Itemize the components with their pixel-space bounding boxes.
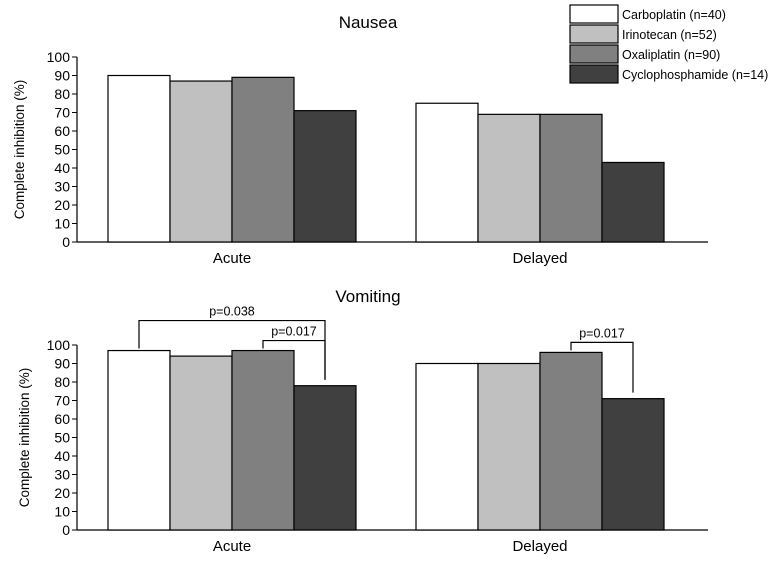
bar-irinotecan-acute	[169, 355, 233, 531]
y-tick-label: 50	[54, 430, 70, 446]
p-value-label: p=0.038	[209, 305, 255, 319]
category-label: Delayed	[512, 250, 567, 267]
y-tick-label: 0	[62, 234, 70, 250]
significance-bracket: p=0.017	[570, 326, 634, 393]
category-label: Acute	[213, 538, 251, 555]
bar-cyclophosphamide-delayed	[601, 161, 665, 243]
y-tick-label: 10	[54, 504, 70, 520]
y-tick-label: 20	[54, 485, 70, 501]
category-label: Acute	[213, 250, 251, 267]
bracket-line	[262, 339, 326, 380]
y-axis-label: Complete inhibition (%)	[12, 80, 27, 220]
y-tick-label: 90	[54, 68, 70, 84]
legend-label: Carboplatin (n=40)	[622, 8, 726, 22]
y-tick-label: 30	[54, 467, 70, 483]
y-tick-label: 40	[54, 448, 70, 464]
significance-bracket: p=0.017	[262, 325, 326, 380]
y-tick-label: 20	[54, 197, 70, 213]
y-tick-label: 90	[54, 356, 70, 372]
y-axis-label: Complete inhibition (%)	[17, 368, 32, 508]
legend-swatch-oxaliplatin	[569, 44, 619, 64]
bar-carboplatin-delayed	[415, 102, 479, 243]
legend-label: Oxaliplatin (n=90)	[622, 48, 720, 62]
legend-swatch-cyclophosphamide	[569, 64, 619, 84]
y-tick-label: 40	[54, 160, 70, 176]
bar-oxaliplatin-delayed	[539, 113, 603, 243]
bar-cyclophosphamide-acute	[293, 385, 357, 531]
chart-title: Vomiting	[335, 287, 400, 306]
bar-irinotecan-acute	[169, 80, 233, 243]
bar-carboplatin-acute	[107, 74, 171, 243]
legend-swatch-irinotecan	[569, 24, 619, 44]
y-tick-label: 60	[54, 411, 70, 427]
y-tick-label: 100	[47, 337, 71, 353]
y-tick-label: 0	[62, 522, 70, 538]
bar-irinotecan-delayed	[477, 113, 541, 243]
p-value-label: p=0.017	[271, 325, 317, 339]
bar-cyclophosphamide-acute	[293, 110, 357, 243]
legend-label: Irinotecan (n=52)	[622, 28, 717, 42]
y-tick-label: 50	[54, 142, 70, 158]
bar-oxaliplatin-delayed	[539, 351, 603, 531]
y-tick-label: 30	[54, 179, 70, 195]
chart-title: Nausea	[339, 13, 398, 32]
y-tick-label: 70	[54, 393, 70, 409]
y-tick-label: 80	[54, 374, 70, 390]
panel-nausea: Nausea 0 10 20 30 40 50 60 70 80 90 100 Complete inh…	[12, 13, 708, 267]
bar-carboplatin-acute	[107, 349, 171, 531]
y-tick-label: 10	[54, 216, 70, 232]
bracket-line	[570, 341, 634, 393]
y-tick-label: 70	[54, 105, 70, 121]
legend-label: Cyclophosphamide (n=14)	[622, 68, 768, 82]
bar-cyclophosphamide-delayed	[601, 398, 665, 531]
bar-oxaliplatin-acute	[231, 349, 295, 531]
p-value-label: p=0.017	[579, 326, 625, 340]
bar-irinotecan-delayed	[477, 362, 541, 531]
legend: Carboplatin (n=40) Irinotecan (n=52) Oxali…	[569, 4, 768, 84]
category-label: Delayed	[512, 538, 567, 555]
y-tick-label: 100	[47, 49, 71, 65]
y-tick-label: 80	[54, 86, 70, 102]
y-tick-label: 60	[54, 123, 70, 139]
bar-carboplatin-delayed	[415, 362, 479, 531]
bar-oxaliplatin-acute	[231, 76, 295, 243]
panel-vomiting: Vomiting 0 10 20 30 40 50 60 70 80 90 100 Complete i…	[17, 287, 708, 555]
legend-swatch-carboplatin	[569, 4, 619, 24]
